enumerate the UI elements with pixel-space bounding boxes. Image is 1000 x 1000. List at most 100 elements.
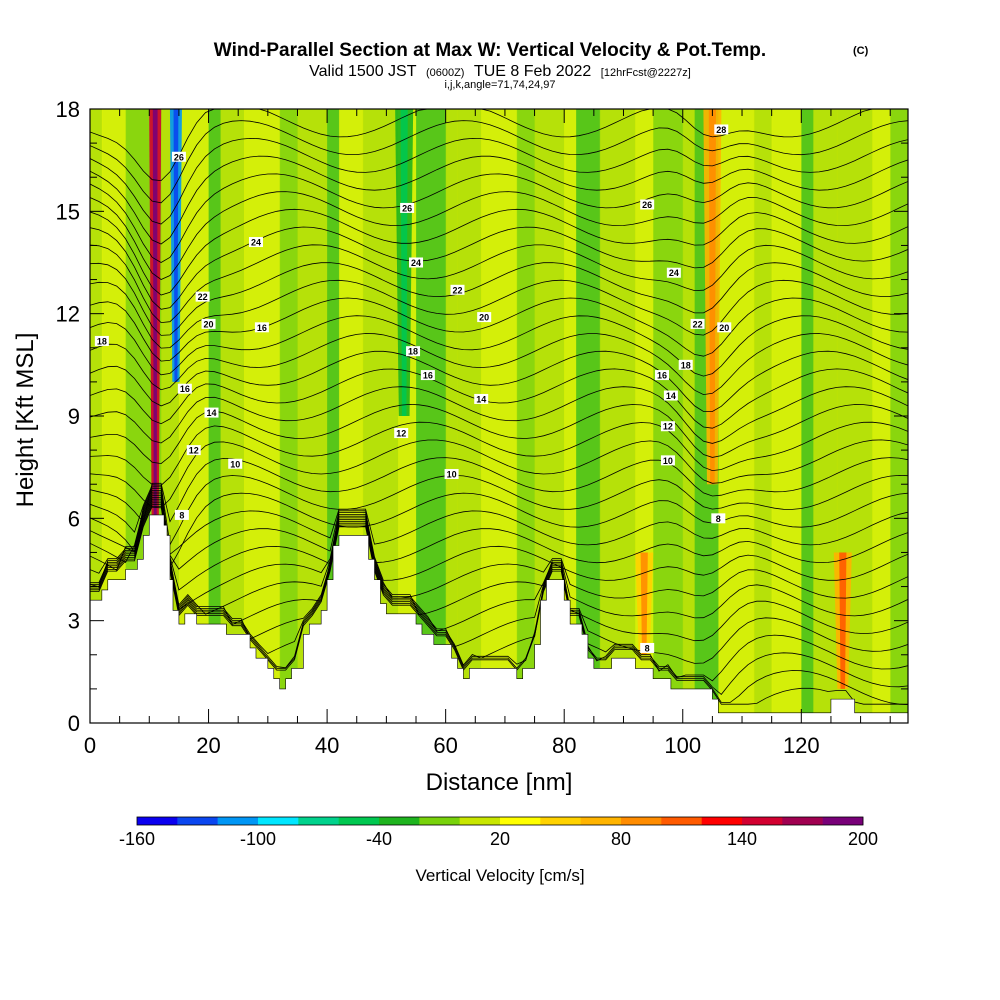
isentrope-label: 22 [198,292,208,302]
isentrope-label: 10 [663,456,673,466]
isentrope-label-bg [409,257,424,268]
isentrope-label: 16 [423,371,433,381]
colorbar-segment [379,817,420,825]
colorbar-segment [540,817,581,825]
isentrope-line [90,173,908,263]
isentrope-line [90,120,908,204]
velocity-band [599,109,636,723]
isentrope-label: 24 [251,238,261,248]
chart-title: Wind-Parallel Section at Max W: Vertical… [214,40,766,61]
isentrope-line [90,500,908,682]
isentrope-label-bg [660,455,675,466]
isentrope-label: 22 [693,319,703,329]
forecast-info: [12hrFcst@2227z] [601,67,691,79]
isentrope-line [90,279,908,349]
isentrope-line [90,350,908,412]
isentrope-line [90,488,908,556]
x-tick-label: 80 [552,733,576,758]
isentrope-label: 18 [97,336,107,346]
isentrope-line [90,497,908,642]
isentrope-line [90,333,908,396]
isentrope-line [90,502,908,695]
isentrope-label: 20 [479,313,489,323]
isentrope-line [90,504,908,705]
colorbar-tick-label: -40 [366,829,392,849]
isentrope-line [90,208,908,296]
isentrope-label: 22 [452,285,462,295]
isentrope-label: 24 [669,268,679,278]
colorbar-tick-label: 20 [490,829,510,849]
isentrope-line [90,421,908,486]
isentrope-label-bg [254,322,269,333]
isentrope-label: 10 [447,469,457,479]
isentrope-label-bg [450,284,465,295]
velocity-feature-core [173,109,179,382]
colorbar [136,816,864,826]
isentrope-label: 16 [657,371,667,381]
isentrope-label: 24 [411,258,421,268]
colorbar-segment [298,817,339,825]
isentrope-line [90,457,908,523]
velocity-band [813,109,838,723]
colorbar-segment [137,817,178,825]
isentrope-label: 14 [207,408,217,418]
isentrope-line [90,244,908,324]
isentrope-label-bg [400,202,415,213]
isentrope-label-bg [171,151,186,162]
velocity-feature-core [640,552,648,655]
isentrope-label-bg [186,445,201,456]
title-mark: (C) [853,45,869,57]
isentrope-label-bg [394,428,409,439]
isentrope-label: 26 [402,203,412,213]
isentrope-label-bg [444,468,459,479]
colorbar-tick-label: 140 [727,829,757,849]
isentrope-label-bg [228,458,243,469]
isentrope-label: 20 [204,319,214,329]
velocity-band [279,109,298,723]
velocity-band [771,109,802,723]
isentrope-line [90,226,908,310]
x-tick-label: 100 [664,733,701,758]
velocity-band [653,109,684,723]
velocity-band [416,109,447,723]
colorbar-tick-label: -160 [119,829,155,849]
x-tick-label: 60 [433,733,457,758]
isentrope-line [90,505,908,705]
y-axis-label: Height [Kft MSL] [12,333,39,508]
isentrope-label: 12 [189,446,199,456]
isentrope-label-bg [195,291,210,302]
isentrope-label: 8 [716,514,721,524]
velocity-band [682,109,696,723]
isentrope-label-bg [248,237,263,248]
isentrope-label: 16 [180,384,190,394]
colorbar-segment [459,817,501,825]
velocity-feature-core [708,109,716,485]
isentrope-label: 20 [719,323,729,333]
y-tick-label: 3 [68,609,80,634]
isentrope-label: 26 [642,200,652,210]
y-tick-label: 18 [56,97,80,122]
isentrope-label-bg [640,642,655,653]
isentrope-label: 28 [716,125,726,135]
velocity-band [457,109,482,723]
isentrope-line [90,155,908,245]
valid-date: TUE 8 Feb 2022 [474,63,592,80]
velocity-feature-core [839,552,847,689]
subtitle-line: Valid 1500 JST (0600Z) TUE 8 Feb 2022 [1… [309,63,691,80]
colorbar-segment [782,817,823,825]
isentrope-line [90,486,908,569]
colorbar-segment [621,817,662,825]
y-axis-ticks: 0 3 6 9 12 15 18 [56,97,908,736]
colorbar-frame [136,816,864,826]
colorbar-segment [500,817,541,825]
y-tick-label: 15 [56,199,80,224]
isentrope-label: 8 [179,510,184,520]
isentrope-label-bg [474,393,489,404]
x-tick-label: 0 [84,733,96,758]
isentrope-line [90,493,908,610]
isentrope-line [90,297,908,362]
isentrope-label: 14 [476,394,486,404]
isentrope-label: 18 [408,347,418,357]
isentrope-label: 12 [663,422,673,432]
